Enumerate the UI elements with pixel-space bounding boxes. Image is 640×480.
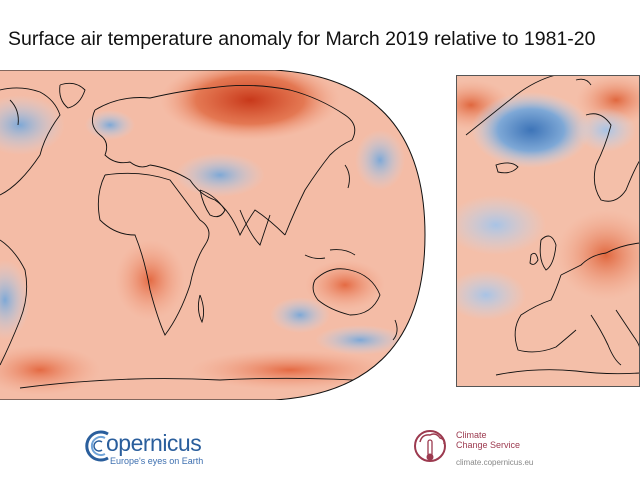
iberia-west-cool-anomaly — [456, 270, 526, 320]
c3s-name-line2: Change Service — [456, 440, 521, 450]
central-asia-cool-anomaly — [175, 153, 265, 197]
africa-warm-anomaly — [115, 240, 185, 320]
c3s-name-line1: Climate — [456, 430, 487, 440]
copernicus-tagline: Europe's eyes on Earth — [110, 456, 204, 466]
europe-coastlines — [465, 75, 640, 376]
north-america-cool-anomaly — [0, 95, 65, 155]
c3s-name: Climate Change Service — [456, 430, 526, 450]
north-pacific-cool-anomaly — [355, 130, 405, 190]
page-title: Surface air temperature anomaly for Marc… — [8, 28, 596, 50]
atlantic-cool-anomaly — [456, 195, 546, 255]
indian-ocean-cool-anomaly — [270, 297, 330, 333]
south-america-cool-anomaly — [0, 260, 30, 340]
siberia-warm-anomaly — [160, 70, 340, 140]
antarctic-warm-anomaly — [190, 350, 390, 390]
copernicus-wordmark: opernicus — [106, 430, 202, 456]
copernicus-c-icon — [85, 430, 109, 462]
barents-cool-anomaly — [576, 108, 636, 152]
global-anomaly-map — [0, 70, 426, 400]
thermometer-cloud-icon — [414, 430, 446, 462]
greenland-cold-anomaly — [471, 92, 591, 168]
c3s-url: climate.copernicus.eu — [456, 458, 534, 467]
north-atlantic-cool-anomaly — [85, 110, 135, 140]
c3s-logo: Climate Change Service climate.copernicu… — [412, 426, 533, 470]
southern-pacific-cool-anomaly — [315, 325, 405, 355]
copernicus-logo: opernicus Europe's eyes on Earth — [84, 424, 204, 472]
europe-anomaly-map — [456, 75, 640, 387]
globe-outline — [0, 70, 426, 400]
